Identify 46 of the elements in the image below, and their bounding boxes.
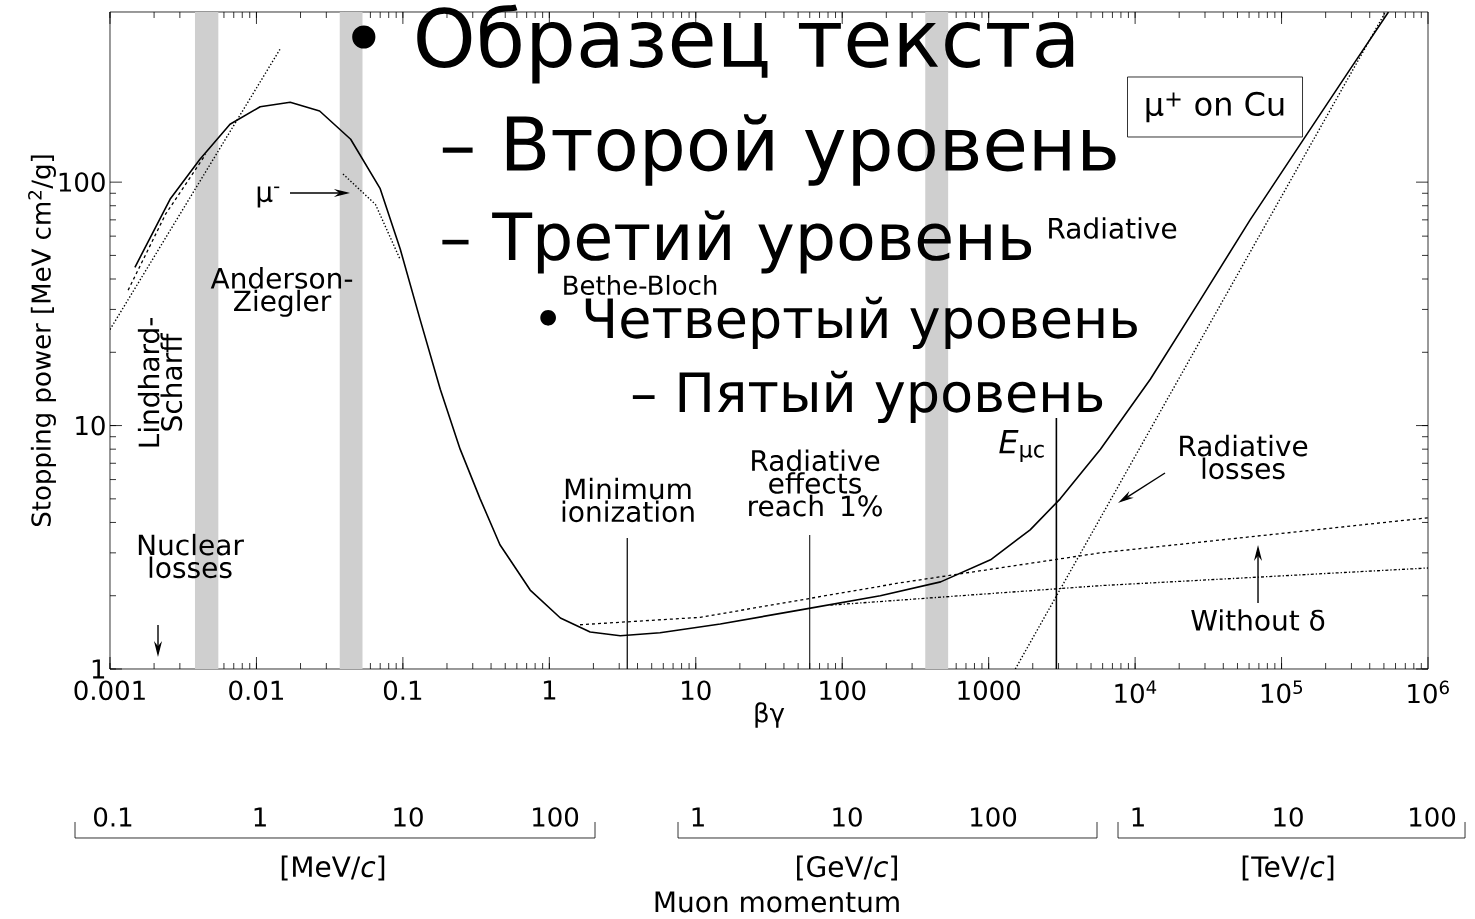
x-tick-label: 100	[820, 680, 866, 701]
annotation: Anderson-Ziegler	[210, 267, 353, 317]
x-axis-title: βγ	[755, 702, 785, 728]
x-tick-label: 1	[543, 680, 556, 700]
annotation: • Четвертый уровень	[540, 296, 1137, 350]
text: 1	[1132, 807, 1144, 827]
ref-line-label: Radiative effects reach 1%	[749, 449, 882, 517]
text: 100	[1410, 807, 1456, 827]
text: 0.1	[94, 807, 132, 827]
text: Muon momentum	[655, 891, 899, 913]
annotation: Bethe-Bloch	[564, 274, 717, 296]
x-tick-label: 0.001	[74, 680, 145, 701]
text: μ$^{+}$ on Cu	[1146, 91, 1284, 123]
x-tick-label: 10$^{4}$	[1115, 680, 1157, 704]
x-tick-label: 0.01	[229, 680, 283, 701]
y-tick-label: 1	[92, 659, 105, 679]
x-tick-label: 10$^{5}$	[1261, 680, 1303, 704]
text: 1	[254, 807, 266, 827]
annotation: Nuclear losses	[138, 533, 244, 579]
annotation: Lindhard-Scharff	[137, 317, 183, 447]
ref-line-label: E$_{μc}$	[999, 430, 1044, 462]
annotation: μ$^{-}$	[257, 186, 280, 208]
text: [GeV/c]	[797, 855, 897, 881]
y-axis-title: Stopping power [MeV cm$^{2}$/g]	[28, 155, 56, 527]
text: [TeV/c]	[1242, 855, 1334, 881]
x-tick-label: 10	[682, 680, 711, 701]
annotation: – Пятый уровень	[632, 370, 1103, 424]
x-tick-label: 10$^{6}$	[1408, 680, 1449, 704]
annotation: – Третий уровень	[442, 210, 1032, 274]
text: 100	[971, 807, 1017, 827]
text: 100	[533, 807, 579, 827]
text: [MeV/c]	[281, 855, 385, 881]
text: 1	[692, 807, 704, 827]
annotation: Radiative	[1049, 217, 1177, 239]
y-tick-label: 100	[59, 172, 105, 192]
annotation: Without δ	[1191, 609, 1325, 631]
x-tick-label: 1000	[958, 680, 1021, 701]
text: 10	[394, 807, 423, 827]
y-tick-label: 10	[76, 415, 105, 436]
x-tick-label: 0.1	[383, 680, 422, 701]
annotation: – Второй уровень	[442, 114, 1116, 186]
text: 10	[833, 807, 862, 827]
ref-line-label: Minimum ionization	[562, 477, 694, 523]
annotation: • Образец текста	[352, 4, 1074, 84]
text: 10	[1274, 807, 1303, 827]
annotation: Radiative losses	[1180, 434, 1308, 480]
